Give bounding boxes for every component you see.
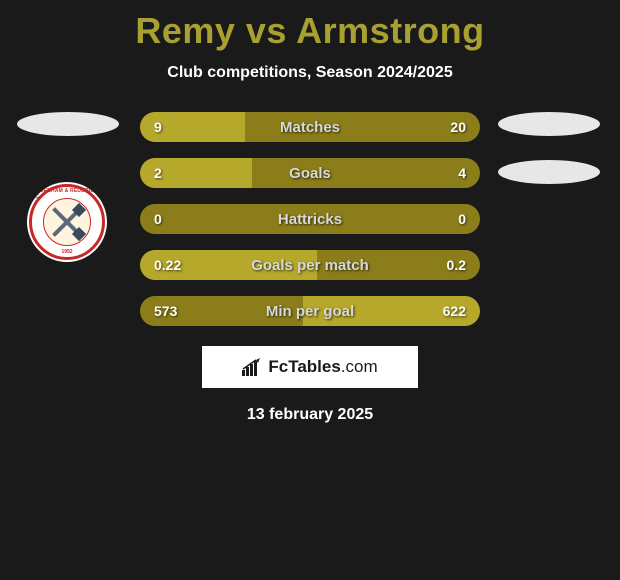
brand-link[interactable]: FcTables.com <box>202 346 418 388</box>
brand-suffix: .com <box>341 357 378 376</box>
stat-value-right: 622 <box>443 303 466 319</box>
brand-name: FcTables <box>268 357 340 376</box>
player-right-placeholder <box>498 112 600 136</box>
stat-row-goals: 2 Goals 4 <box>140 158 480 188</box>
stat-row-hattricks: 0 Hattricks 0 <box>140 204 480 234</box>
club-right-placeholder <box>498 160 600 184</box>
stat-label: Min per goal <box>140 303 480 320</box>
chart-icon <box>242 358 264 376</box>
stat-row-matches: 9 Matches 20 <box>140 112 480 142</box>
stats-column: 9 Matches 20 2 Goals 4 0 Hattricks 0 0.2… <box>140 112 480 326</box>
stat-row-gpm: 0.22 Goals per match 0.2 <box>140 250 480 280</box>
main-area: DAGENHAM & REDBRIDGE FC 1992 9 Matches 2… <box>0 112 620 326</box>
date-text: 13 february 2025 <box>0 406 620 424</box>
stat-label: Goals per match <box>140 257 480 274</box>
stat-label: Matches <box>140 119 480 136</box>
stat-value-right: 20 <box>450 119 466 135</box>
player-left-placeholder <box>17 112 119 136</box>
right-column <box>498 112 603 184</box>
stat-value-right: 4 <box>458 165 466 181</box>
crest-text-bottom: 1992 <box>61 249 72 255</box>
stat-label: Hattricks <box>140 211 480 228</box>
club-crest-left[interactable]: DAGENHAM & REDBRIDGE FC 1992 <box>27 182 107 262</box>
page-title: Remy vs Armstrong <box>0 10 620 52</box>
subtitle: Club competitions, Season 2024/2025 <box>0 64 620 82</box>
crest-ring: DAGENHAM & REDBRIDGE FC 1992 <box>29 184 105 260</box>
comparison-widget: Remy vs Armstrong Club competitions, Sea… <box>0 0 620 424</box>
stat-value-right: 0.2 <box>447 257 466 273</box>
crest-inner <box>43 198 91 246</box>
left-column: DAGENHAM & REDBRIDGE FC 1992 <box>17 112 122 262</box>
stat-value-right: 0 <box>458 211 466 227</box>
stat-label: Goals <box>140 165 480 182</box>
brand-text: FcTables.com <box>268 357 377 377</box>
stat-row-mpg: 573 Min per goal 622 <box>140 296 480 326</box>
